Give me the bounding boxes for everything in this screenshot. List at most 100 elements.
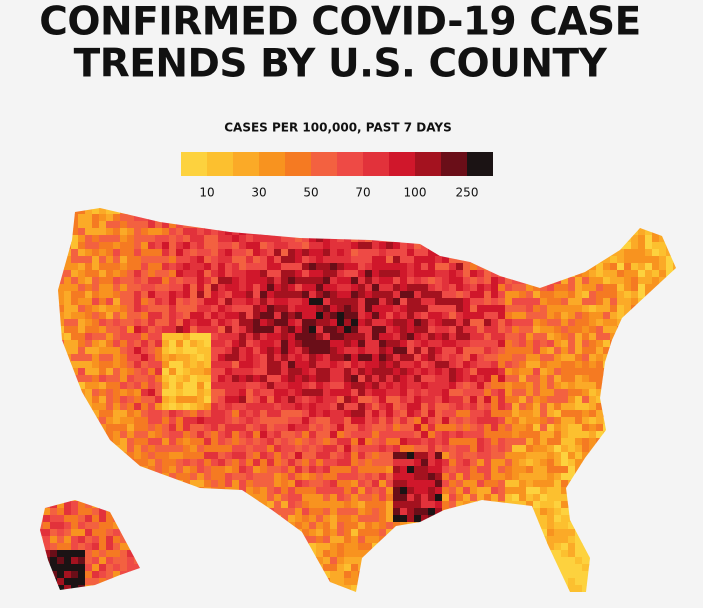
county-cell — [99, 431, 107, 439]
county-cell — [71, 291, 79, 299]
county-cell — [456, 557, 464, 565]
county-cell — [64, 354, 72, 362]
county-cell — [183, 214, 191, 222]
county-cell — [330, 347, 338, 355]
county-cell — [78, 291, 86, 299]
county-cell — [365, 214, 373, 222]
county-cell — [316, 340, 324, 348]
county-cell — [211, 487, 219, 495]
county-cell — [505, 459, 513, 467]
county-cell — [386, 494, 394, 502]
county-cell — [267, 249, 275, 257]
county-cell — [218, 438, 226, 446]
county-cell — [456, 529, 464, 537]
county-cell — [512, 235, 520, 243]
county-cell — [316, 445, 324, 453]
county-cell — [554, 375, 562, 383]
county-cell — [512, 242, 520, 250]
county-cell — [302, 438, 310, 446]
county-cell — [92, 501, 100, 509]
county-cell — [225, 305, 233, 313]
county-cell — [491, 277, 499, 285]
county-cell — [113, 221, 121, 229]
county-cell — [554, 550, 562, 558]
county-cell — [218, 382, 226, 390]
county-cell — [64, 487, 72, 495]
county-cell — [99, 347, 107, 355]
county-cell — [225, 340, 233, 348]
county-cell — [638, 270, 646, 278]
county-cell — [232, 438, 240, 446]
county-cell — [141, 256, 149, 264]
county-cell — [568, 557, 576, 565]
county-cell — [57, 494, 65, 502]
county-cell — [78, 256, 86, 264]
county-cell — [162, 333, 170, 341]
county-cell — [155, 312, 163, 320]
county-cell — [127, 445, 135, 453]
county-cell — [533, 501, 541, 509]
county-cell — [64, 438, 72, 446]
county-cell — [631, 375, 639, 383]
county-cell — [71, 270, 79, 278]
county-cell — [617, 235, 625, 243]
county-cell — [225, 375, 233, 383]
county-cell — [316, 452, 324, 460]
county-cell — [40, 487, 44, 495]
county-cell — [617, 389, 625, 397]
county-cell — [183, 438, 191, 446]
county-cell — [533, 508, 541, 516]
county-cell — [407, 459, 415, 467]
county-cell — [470, 438, 478, 446]
county-cell — [344, 508, 352, 516]
county-cell — [421, 417, 429, 425]
county-cell — [330, 312, 338, 320]
county-cell — [71, 522, 79, 530]
county-cell — [134, 557, 142, 565]
county-cell — [274, 368, 282, 376]
county-cell — [519, 326, 527, 334]
county-cell — [589, 543, 597, 551]
county-cell — [337, 494, 345, 502]
county-cell — [617, 557, 625, 565]
county-cell — [155, 340, 163, 348]
county-cell — [176, 480, 184, 488]
county-cell — [162, 410, 170, 418]
county-cell — [575, 438, 583, 446]
county-cell — [631, 263, 639, 271]
county-cell — [477, 354, 485, 362]
county-cell — [127, 536, 135, 544]
county-cell — [323, 522, 331, 530]
county-cell — [505, 270, 513, 278]
county-cell — [92, 550, 100, 558]
county-cell — [330, 319, 338, 327]
county-cell — [267, 515, 275, 523]
county-cell — [561, 221, 569, 229]
county-cell — [351, 214, 359, 222]
county-cell — [624, 480, 632, 488]
county-cell — [246, 368, 254, 376]
county-cell — [652, 298, 660, 306]
county-cell — [561, 494, 569, 502]
county-cell — [330, 459, 338, 467]
county-cell — [652, 396, 660, 404]
county-cell — [148, 396, 156, 404]
county-cell — [421, 270, 429, 278]
county-cell — [596, 228, 604, 236]
county-cell — [288, 361, 296, 369]
county-cell — [302, 522, 310, 530]
county-cell — [491, 256, 499, 264]
county-cell — [414, 522, 422, 530]
county-cell — [568, 487, 576, 495]
county-cell — [533, 410, 541, 418]
county-cell — [281, 382, 289, 390]
county-cell — [309, 347, 317, 355]
county-cell — [281, 375, 289, 383]
county-cell — [309, 487, 317, 495]
county-cell — [288, 235, 296, 243]
county-cell — [169, 305, 177, 313]
county-cell — [617, 424, 625, 432]
county-cell — [295, 326, 303, 334]
county-cell — [540, 424, 548, 432]
county-cell — [421, 487, 429, 495]
